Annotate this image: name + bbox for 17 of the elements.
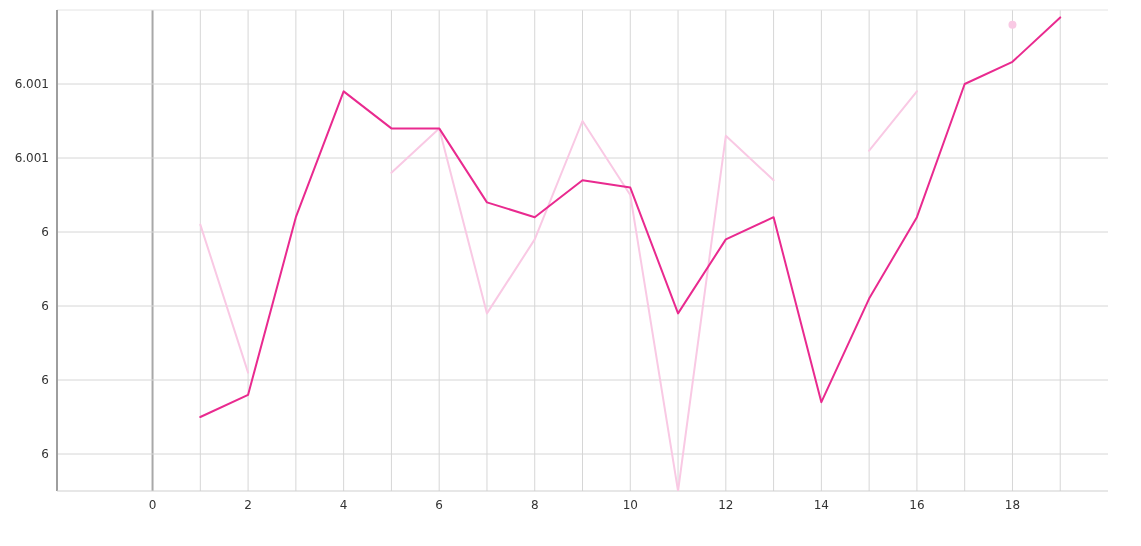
x-tick-label: 0 [148,498,157,512]
x-tick-label: 6 [435,498,443,512]
line-series [199,16,1062,418]
y-tick-label: 6.001 [14,151,49,165]
x-tick-label: 2 [244,498,252,512]
x-tick-label: 4 [339,498,348,512]
x-tick-label: 10 [622,498,638,512]
y-tick-label: 6.001 [14,77,49,91]
x-tick-label: 18 [1004,498,1021,512]
x-tick-label: 8 [530,498,539,512]
x-tick-label: 16 [909,498,925,512]
y-tick-label: 6 [41,299,49,313]
x-tick-label: 12 [718,498,734,512]
y-tick-label: 6 [41,225,49,239]
x-tick-label: 14 [813,498,829,512]
y-tick-label: 6 [41,373,49,387]
y-tick-label: 6 [41,447,49,461]
